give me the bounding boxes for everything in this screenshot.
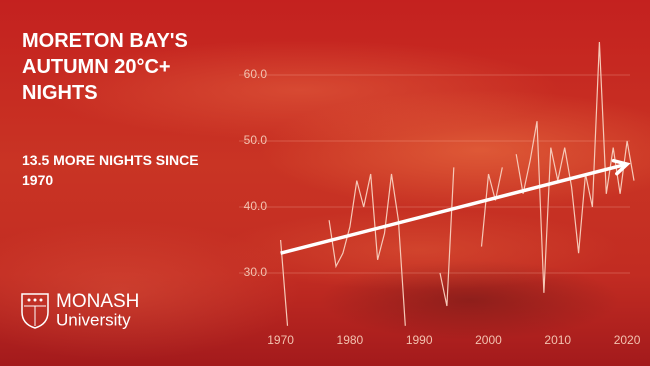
x-tick-label: 1990 bbox=[406, 333, 433, 347]
trend-line bbox=[280, 162, 628, 255]
x-tick-label: 2000 bbox=[475, 333, 502, 347]
x-tick-label: 1970 bbox=[267, 333, 294, 347]
data-line bbox=[280, 41, 635, 326]
y-tick-label: 50.0 bbox=[244, 133, 268, 147]
x-tick-label: 2020 bbox=[614, 333, 641, 347]
logo-shield bbox=[21, 293, 49, 329]
y-tick-label: 60.0 bbox=[244, 67, 268, 81]
y-tick-label: 30.0 bbox=[244, 265, 268, 279]
x-tick-label: 2010 bbox=[544, 333, 571, 347]
logo-name: MONASH bbox=[56, 291, 139, 312]
trend-arrowhead bbox=[611, 158, 631, 176]
y-tick-label: 40.0 bbox=[244, 199, 268, 213]
logo-subtitle: University bbox=[56, 310, 131, 329]
x-tick-label: 1980 bbox=[337, 333, 364, 347]
annotation: 13.5 MORE NIGHTS SINCE 1970 bbox=[22, 152, 199, 188]
chart-title: MORETON BAY'S AUTUMN 20°C+ NIGHTS bbox=[22, 30, 188, 104]
